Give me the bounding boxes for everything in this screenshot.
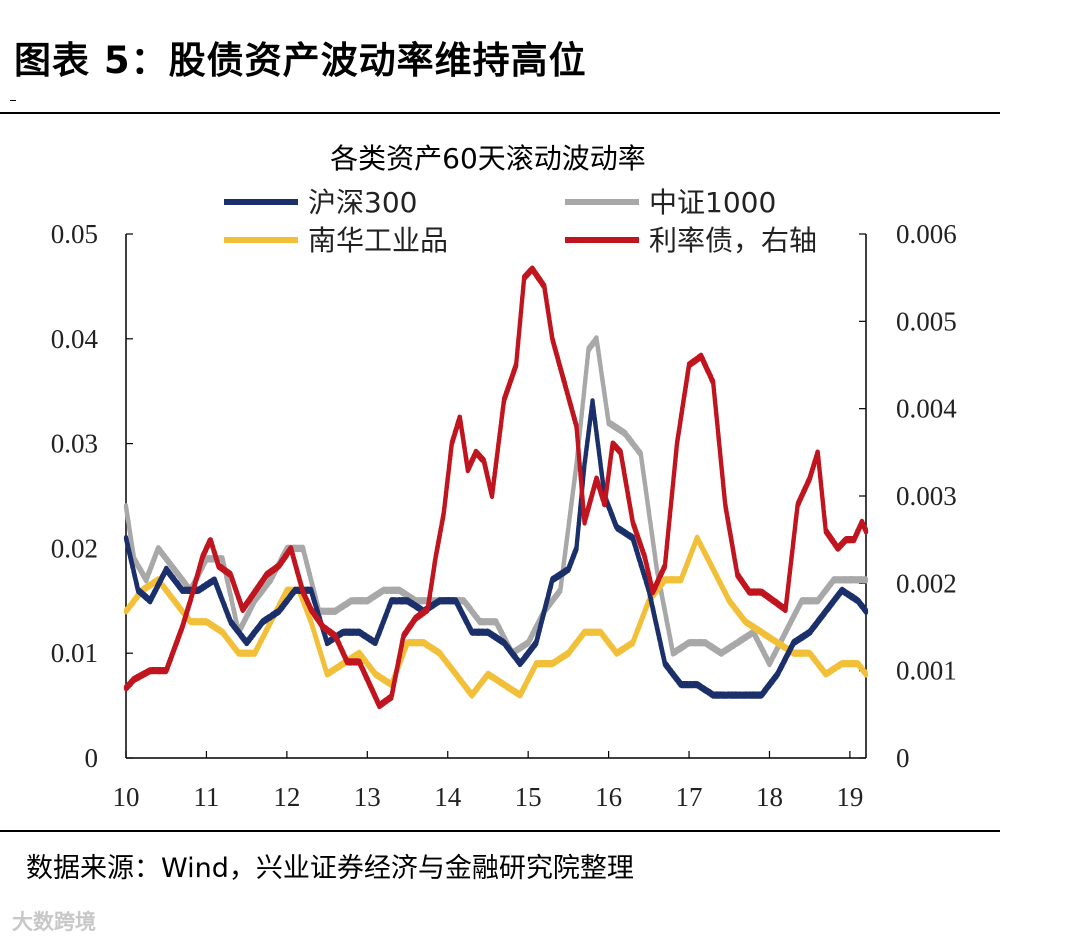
x-tick-label: 18 bbox=[756, 782, 783, 812]
left-tick-label: 0.02 bbox=[51, 533, 98, 563]
series-line-4 bbox=[123, 265, 869, 710]
chart-series bbox=[123, 265, 869, 710]
corner-mark bbox=[10, 100, 16, 101]
x-tick-label: 12 bbox=[273, 782, 300, 812]
x-tick-label: 16 bbox=[595, 782, 622, 812]
x-tick-label: 19 bbox=[836, 782, 863, 812]
figure-title: 图表 5：股债资产波动率维持高位 bbox=[14, 39, 587, 82]
legend-label: 沪深300 bbox=[308, 186, 417, 219]
right-tick-label: 0 bbox=[896, 743, 910, 773]
x-tick-label: 11 bbox=[193, 782, 219, 812]
chart-legend: 沪深300 中证1000 南华工业品 利率债，右轴 bbox=[224, 186, 817, 257]
left-tick-label: 0.04 bbox=[51, 324, 99, 354]
chart-axes: 0 0.01 0.02 0.03 0.04 0.05 0 0.001 0.002 0.003 0.0… bbox=[51, 219, 958, 812]
right-tick-label: 0.005 bbox=[896, 306, 957, 336]
x-tick-label: 17 bbox=[676, 782, 703, 812]
source-note: 数据来源：Wind，兴业证券经济与金融研究院整理 bbox=[26, 853, 634, 884]
series-line-3 bbox=[123, 398, 869, 699]
right-tick-label: 0.006 bbox=[896, 219, 957, 249]
series-line-2 bbox=[123, 534, 869, 699]
watermark-text: 大数跨境 bbox=[12, 910, 96, 934]
legend-label: 南华工业品 bbox=[308, 224, 448, 257]
right-tick-label: 0.001 bbox=[896, 656, 957, 686]
x-tick-label: 15 bbox=[515, 782, 542, 812]
legend-label: 利率债，右轴 bbox=[649, 224, 817, 257]
x-tick-label: 10 bbox=[113, 782, 140, 812]
left-tick-label: 0.05 bbox=[51, 219, 98, 249]
top-rule bbox=[0, 112, 1000, 114]
right-tick-label: 0.003 bbox=[896, 481, 957, 511]
bottom-rule bbox=[0, 830, 1000, 832]
left-tick-label: 0 bbox=[85, 743, 99, 773]
right-tick-label: 0.002 bbox=[896, 568, 957, 598]
legend-label: 中证1000 bbox=[649, 186, 776, 219]
x-tick-label: 13 bbox=[354, 782, 381, 812]
x-tick-label: 14 bbox=[434, 782, 462, 812]
right-tick-label: 0.004 bbox=[896, 394, 957, 424]
left-tick-label: 0.03 bbox=[51, 429, 98, 459]
volatility-chart: 各类资产60天滚动波动率 沪深300 中证1000 南华工业品 利率债，右轴 0 0.0… bbox=[51, 142, 958, 812]
series-line-1 bbox=[123, 335, 869, 668]
chart-title: 各类资产60天滚动波动率 bbox=[330, 142, 646, 175]
left-tick-label: 0.01 bbox=[51, 638, 98, 668]
